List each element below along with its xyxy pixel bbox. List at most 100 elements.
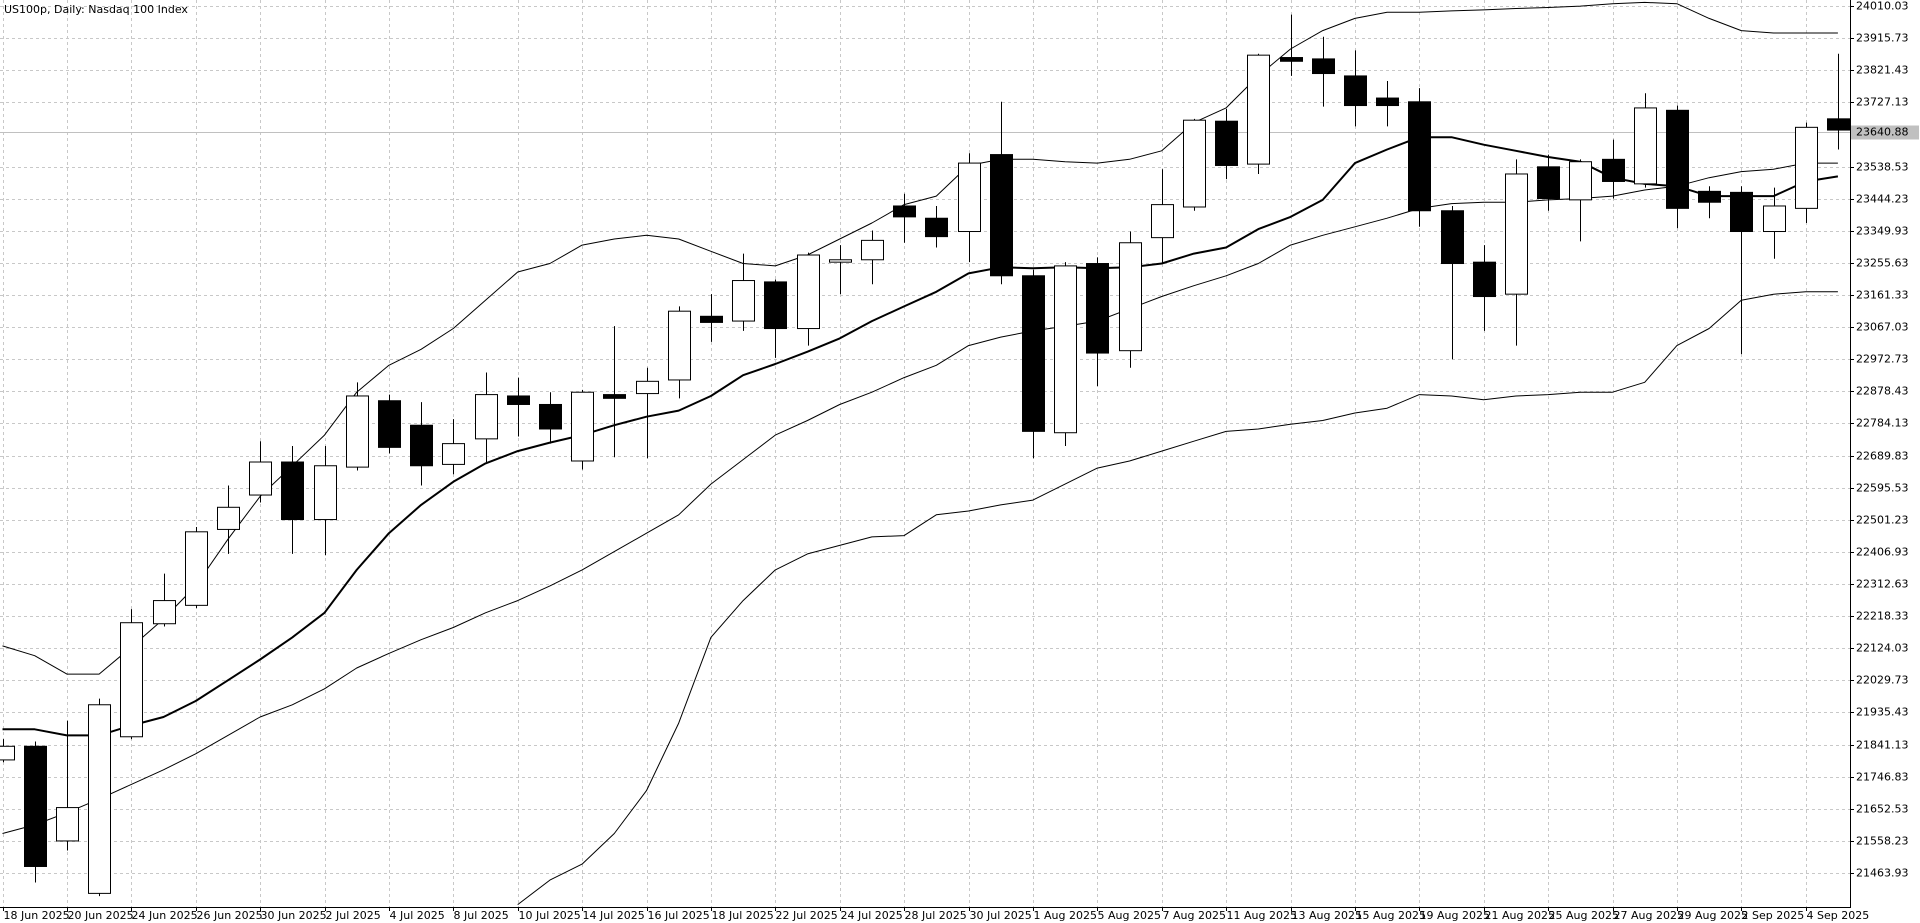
candle-body xyxy=(571,391,594,462)
y-tick-label: 22029.73 xyxy=(1856,674,1909,687)
candle-body xyxy=(1795,126,1818,209)
x-tick-label: 24 Jul 2025 xyxy=(841,909,903,922)
candle-body xyxy=(24,745,47,867)
candle-body xyxy=(1376,97,1399,107)
y-tick-label: 21746.83 xyxy=(1856,771,1909,784)
candle-body xyxy=(797,254,820,330)
candle-body xyxy=(507,395,530,405)
y-tick-label: 23821.43 xyxy=(1856,64,1909,77)
x-tick-label: 29 Aug 2025 xyxy=(1678,909,1748,922)
candle-body xyxy=(1505,173,1528,295)
y-tick-label: 23915.73 xyxy=(1856,32,1909,45)
candle-body xyxy=(1569,161,1592,201)
candle-body xyxy=(829,259,852,263)
candle-body xyxy=(1151,204,1174,239)
x-tick-label: 4 Jul 2025 xyxy=(390,909,445,922)
y-tick-label: 23727.13 xyxy=(1856,96,1909,109)
x-tick-label: 24 Jun 2025 xyxy=(132,909,198,922)
candle-body xyxy=(1022,275,1045,432)
candle-body xyxy=(120,622,143,738)
candle-body xyxy=(185,531,208,606)
candle-body xyxy=(1247,54,1270,165)
x-tick-label: 19 Aug 2025 xyxy=(1420,909,1490,922)
candle-body xyxy=(410,424,433,467)
x-tick-label: 26 Jun 2025 xyxy=(197,909,263,922)
candle-body xyxy=(668,310,691,381)
x-tick-label: 13 Aug 2025 xyxy=(1292,909,1362,922)
y-tick-label: 23538.53 xyxy=(1856,161,1909,174)
candle-body xyxy=(346,395,369,468)
y-tick-label: 22312.63 xyxy=(1856,578,1909,591)
candle-body xyxy=(539,403,562,430)
candle-body xyxy=(56,807,79,842)
candle-body xyxy=(636,380,659,395)
x-tick-label: 28 Jul 2025 xyxy=(905,909,967,922)
y-tick-label: 23349.93 xyxy=(1856,225,1909,238)
x-tick-label: 22 Jul 2025 xyxy=(776,909,838,922)
x-tick-label: 27 Aug 2025 xyxy=(1614,909,1684,922)
overlay-line xyxy=(517,291,1838,905)
candle-body xyxy=(314,465,337,521)
x-tick-label: 8 Jul 2025 xyxy=(454,909,509,922)
y-tick-label: 22218.33 xyxy=(1856,610,1909,623)
candle-body xyxy=(603,394,626,399)
candle-body xyxy=(153,600,176,625)
overlay-line xyxy=(2,136,1839,737)
candle-body xyxy=(281,461,304,521)
y-tick-label: 21935.43 xyxy=(1856,706,1909,719)
x-tick-label: 4 Sep 2025 xyxy=(1807,909,1870,922)
candle-body xyxy=(861,239,884,261)
candle-body xyxy=(1730,191,1753,233)
y-tick-label: 22124.03 xyxy=(1856,642,1909,655)
candle-body xyxy=(217,506,240,530)
candle-body xyxy=(700,315,723,323)
candle-body xyxy=(764,281,787,330)
y-tick-label: 22501.23 xyxy=(1856,514,1909,527)
candle-body xyxy=(990,154,1013,277)
y-tick-label: 21558.23 xyxy=(1856,835,1909,848)
candle-body xyxy=(1119,242,1142,352)
candle-body xyxy=(925,217,948,238)
current-price-label: 23640.88 xyxy=(1856,126,1909,139)
candle-body xyxy=(1441,210,1464,265)
y-tick-label: 21652.53 xyxy=(1856,803,1909,816)
y-tick-label: 23444.23 xyxy=(1856,193,1909,206)
x-tick-label: 15 Aug 2025 xyxy=(1356,909,1426,922)
candle-body xyxy=(0,745,15,761)
y-tick-label: 24010.03 xyxy=(1856,0,1909,13)
candle-body xyxy=(1827,118,1850,131)
candle-body xyxy=(1698,190,1721,203)
overlay-line xyxy=(2,1,1838,675)
y-tick-label: 22784.13 xyxy=(1856,417,1909,430)
candle-body xyxy=(1473,261,1496,298)
candle-body xyxy=(1763,205,1786,233)
candle-body xyxy=(958,162,981,233)
x-tick-label: 25 Aug 2025 xyxy=(1549,909,1619,922)
candle-body xyxy=(893,205,916,218)
candle-body xyxy=(1602,158,1625,182)
candle-body xyxy=(88,704,111,894)
x-tick-label: 11 Aug 2025 xyxy=(1227,909,1297,922)
y-tick-label: 23255.63 xyxy=(1856,257,1909,270)
y-tick-label: 22406.93 xyxy=(1856,546,1909,559)
x-tick-label: 30 Jun 2025 xyxy=(261,909,327,922)
candle-body xyxy=(249,461,272,496)
candle-body xyxy=(475,394,498,440)
x-tick-label: 10 Jul 2025 xyxy=(519,909,581,922)
x-tick-label: 14 Jul 2025 xyxy=(583,909,645,922)
y-tick-label: 23067.03 xyxy=(1856,321,1909,334)
candle-body xyxy=(732,280,755,322)
candle-body xyxy=(1280,57,1303,62)
candle-body xyxy=(1312,58,1335,75)
candle-body xyxy=(1054,265,1077,434)
y-tick-label: 22595.53 xyxy=(1856,482,1909,495)
x-tick-label: 18 Jun 2025 xyxy=(4,909,70,922)
candle-body xyxy=(1183,119,1206,208)
candle-body xyxy=(1086,263,1109,354)
x-tick-label: 20 Jun 2025 xyxy=(68,909,134,922)
x-tick-label: 2 Jul 2025 xyxy=(326,909,381,922)
y-tick-label: 22878.43 xyxy=(1856,385,1909,398)
x-tick-label: 21 Aug 2025 xyxy=(1485,909,1555,922)
